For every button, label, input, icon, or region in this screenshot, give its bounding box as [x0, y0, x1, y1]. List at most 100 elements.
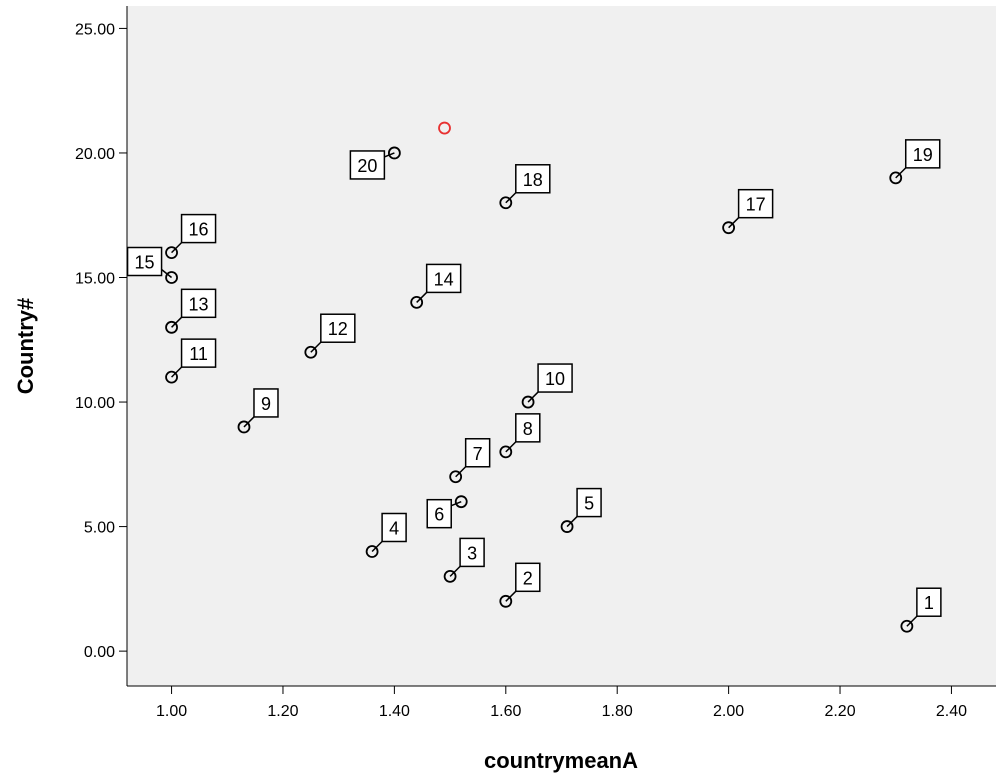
callout-box: [904, 139, 941, 169]
callout-leader: [243, 416, 255, 428]
point-label: 12: [328, 319, 348, 339]
callout-leader: [505, 590, 517, 602]
point-label: 14: [434, 269, 454, 289]
data-point-14: 14: [410, 263, 462, 309]
plot-area: [127, 6, 996, 686]
callout-leader: [371, 540, 383, 553]
callout-box: [425, 263, 462, 294]
callout-box: [180, 288, 217, 319]
y-tick-label: 10.00: [75, 395, 115, 412]
callout-box: [576, 487, 602, 518]
point-label: 13: [189, 294, 209, 314]
callout-leader: [455, 466, 467, 478]
point-label: 15: [135, 253, 155, 273]
point-label: 1: [924, 593, 934, 613]
y-tick-label: 20.00: [75, 146, 115, 163]
callout-leader: [416, 291, 428, 303]
data-point-8: 8: [499, 413, 541, 459]
point-marker: [165, 246, 178, 259]
callout-box: [515, 164, 551, 194]
point-marker: [165, 370, 178, 384]
data-point-9: 9: [237, 388, 279, 434]
data-point-19: 19: [889, 139, 941, 185]
data-point-11: 11: [165, 338, 217, 384]
callout-leader: [310, 341, 322, 353]
point-label: 5: [584, 494, 594, 514]
callout-box: [537, 363, 573, 393]
point-marker: [722, 221, 736, 235]
point-label: 9: [261, 394, 271, 414]
callout-leader: [505, 441, 517, 453]
data-point-12: 12: [304, 313, 356, 359]
callout-box: [320, 313, 356, 343]
point-label: 17: [746, 195, 766, 215]
callout-leader: [566, 516, 578, 528]
callout-box: [515, 562, 541, 593]
highlighted-point: [438, 121, 451, 135]
data-point-5: 5: [560, 487, 602, 533]
y-tick-label: 0.00: [84, 644, 115, 661]
point-marker: [365, 545, 379, 558]
point-marker: [165, 271, 178, 284]
data-point-7: 7: [449, 438, 491, 484]
y-tick-label: 15.00: [75, 271, 115, 288]
point-marker: [499, 196, 513, 210]
point-marker: [499, 594, 513, 608]
point-label: 7: [473, 444, 483, 464]
x-tick-label: 1.80: [602, 703, 633, 720]
callout-leader: [895, 167, 907, 179]
point-marker: [560, 520, 574, 533]
x-tick-label: 1.00: [156, 703, 187, 720]
callout-box: [464, 438, 491, 468]
callout-leader: [728, 217, 740, 229]
x-tick-label: 2.40: [936, 703, 967, 720]
data-point-4: 4: [365, 512, 407, 558]
callout-leader: [161, 268, 173, 279]
data-point-2: 2: [499, 562, 541, 608]
callout-leader: [906, 615, 918, 627]
y-axis-ticks: 0.00 5.00 10.00 15.00 20.00 25.00: [75, 21, 127, 661]
callout-box: [737, 188, 774, 219]
point-label: 4: [389, 518, 399, 538]
point-label: 6: [434, 505, 444, 525]
x-axis-title: countrymeanA: [484, 748, 638, 773]
callout-leader: [505, 192, 517, 204]
point-marker: [454, 495, 468, 509]
data-point-15: 15: [126, 246, 178, 284]
x-axis-ticks: 1.00 1.20 1.40 1.60 1.80 2.00 2.20 2.40: [156, 686, 967, 720]
data-point-13: 13: [165, 288, 217, 334]
callout-box: [916, 587, 942, 617]
data-point-20: 20: [349, 146, 401, 180]
x-tick-label: 2.20: [824, 703, 855, 720]
y-axis-title: Country#: [13, 298, 38, 395]
callout-box: [180, 338, 217, 368]
data-point-16: 16: [165, 213, 217, 259]
callout-leader: [527, 391, 539, 403]
x-tick-label: 1.60: [490, 703, 521, 720]
callout-leader: [171, 316, 183, 328]
callout-box: [180, 213, 217, 244]
callout-box: [515, 413, 541, 443]
point-label: 11: [189, 344, 208, 364]
x-tick-label: 1.40: [379, 703, 410, 720]
data-point-1: 1: [900, 587, 942, 633]
callout-box: [126, 246, 163, 277]
point-marker: [521, 395, 535, 409]
point-label: 2: [523, 568, 533, 588]
callout-leader: [449, 565, 461, 577]
point-label: 8: [523, 419, 533, 439]
callout-box: [426, 498, 452, 529]
point-marker: [410, 296, 424, 309]
x-tick-label: 2.00: [713, 703, 744, 720]
callout-leader: [171, 366, 183, 378]
point-marker: [304, 345, 318, 359]
callout-box: [381, 512, 407, 543]
data-point-10: 10: [521, 363, 573, 409]
point-marker: [889, 171, 903, 185]
callout-box: [253, 388, 279, 418]
point-marker: [237, 420, 251, 434]
point-marker: [499, 445, 513, 459]
point-label: 3: [467, 543, 477, 563]
data-point-6: 6: [426, 495, 468, 529]
